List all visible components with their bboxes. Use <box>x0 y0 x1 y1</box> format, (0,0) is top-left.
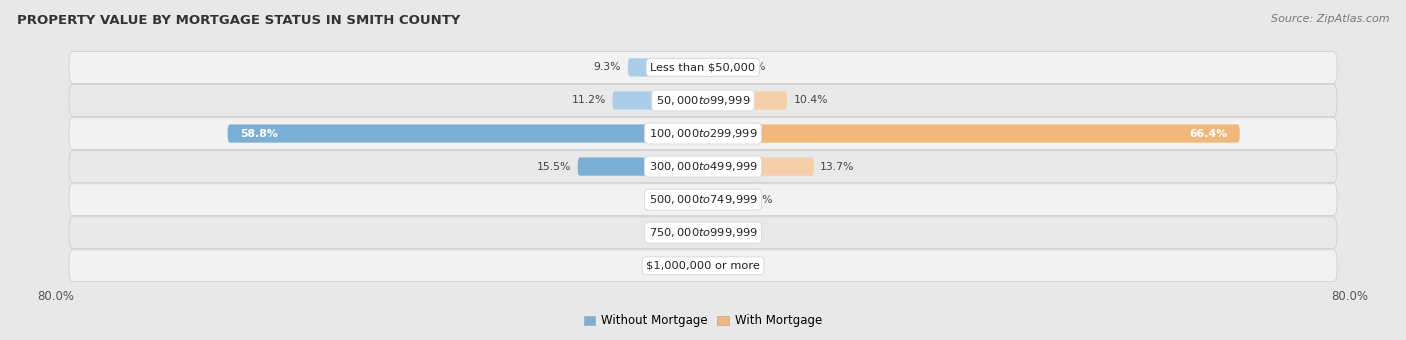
FancyBboxPatch shape <box>703 124 1240 143</box>
FancyBboxPatch shape <box>628 58 703 76</box>
Text: Less than $50,000: Less than $50,000 <box>651 63 755 72</box>
FancyBboxPatch shape <box>228 124 703 143</box>
Text: 11.2%: 11.2% <box>572 96 606 105</box>
FancyBboxPatch shape <box>69 217 1337 249</box>
Text: 4.5%: 4.5% <box>745 195 773 205</box>
FancyBboxPatch shape <box>69 250 1337 282</box>
FancyBboxPatch shape <box>69 151 1337 183</box>
Text: 15.5%: 15.5% <box>537 162 571 172</box>
Text: $1,000,000 or more: $1,000,000 or more <box>647 261 759 271</box>
FancyBboxPatch shape <box>700 257 703 275</box>
FancyBboxPatch shape <box>69 85 1337 116</box>
Text: Source: ZipAtlas.com: Source: ZipAtlas.com <box>1271 14 1389 23</box>
Text: 9.3%: 9.3% <box>593 63 621 72</box>
Text: 13.7%: 13.7% <box>820 162 855 172</box>
FancyBboxPatch shape <box>703 58 733 76</box>
FancyBboxPatch shape <box>69 184 1337 216</box>
FancyBboxPatch shape <box>703 257 710 275</box>
Text: 3.0%: 3.0% <box>645 195 672 205</box>
FancyBboxPatch shape <box>703 224 707 242</box>
Text: 0.48%: 0.48% <box>713 228 748 238</box>
FancyBboxPatch shape <box>679 190 703 209</box>
Text: PROPERTY VALUE BY MORTGAGE STATUS IN SMITH COUNTY: PROPERTY VALUE BY MORTGAGE STATUS IN SMI… <box>17 14 460 27</box>
Text: $750,000 to $999,999: $750,000 to $999,999 <box>648 226 758 239</box>
FancyBboxPatch shape <box>578 157 703 176</box>
Text: 66.4%: 66.4% <box>1189 129 1227 138</box>
FancyBboxPatch shape <box>689 224 703 242</box>
Text: 0.92%: 0.92% <box>717 261 751 271</box>
FancyBboxPatch shape <box>703 157 814 176</box>
Text: 1.8%: 1.8% <box>654 228 682 238</box>
Text: 58.8%: 58.8% <box>240 129 277 138</box>
Text: $300,000 to $499,999: $300,000 to $499,999 <box>648 160 758 173</box>
Text: 3.6%: 3.6% <box>738 63 766 72</box>
Text: 0.43%: 0.43% <box>658 261 693 271</box>
Text: $50,000 to $99,999: $50,000 to $99,999 <box>655 94 751 107</box>
Text: $100,000 to $299,999: $100,000 to $299,999 <box>648 127 758 140</box>
Legend: Without Mortgage, With Mortgage: Without Mortgage, With Mortgage <box>579 310 827 332</box>
FancyBboxPatch shape <box>69 118 1337 149</box>
FancyBboxPatch shape <box>703 91 787 109</box>
Text: 10.4%: 10.4% <box>793 96 828 105</box>
FancyBboxPatch shape <box>613 91 703 109</box>
Text: $500,000 to $749,999: $500,000 to $749,999 <box>648 193 758 206</box>
FancyBboxPatch shape <box>69 52 1337 83</box>
FancyBboxPatch shape <box>703 190 740 209</box>
